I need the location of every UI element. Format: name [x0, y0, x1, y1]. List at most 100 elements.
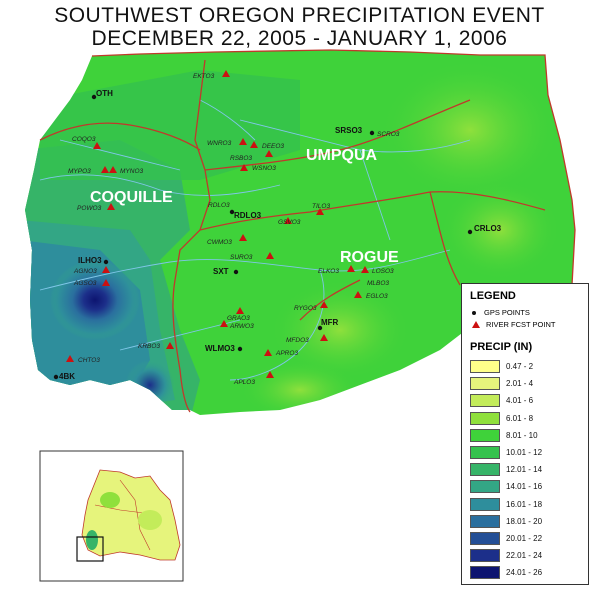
- river-point-marker: [266, 371, 274, 378]
- river-point-marker: [102, 279, 110, 286]
- river-point-label: POWO3: [77, 205, 102, 212]
- gps-point-label: ILHO3: [78, 256, 102, 265]
- river-point-label: APLO3: [233, 379, 255, 386]
- basin-label-coquille: COQUILLE: [90, 189, 173, 206]
- river-point-label: CWMO3: [207, 239, 232, 246]
- river-point-marker: [239, 138, 247, 145]
- river-point-label: GRAO3: [227, 315, 250, 322]
- gps-point-label: WLMO3: [205, 344, 235, 353]
- river-point-label: MLBO3: [367, 280, 389, 287]
- river-point-marker: [166, 342, 174, 349]
- river-point-marker: [93, 142, 101, 149]
- river-point-marker: [101, 166, 109, 173]
- legend-swatch: [470, 377, 500, 391]
- river-point-marker: [109, 166, 117, 173]
- gps-point-marker: [233, 269, 239, 275]
- legend-title: LEGEND: [470, 290, 516, 302]
- legend-class-label: 16.01 - 18: [506, 499, 543, 509]
- river-forecast-points: EKTO3 COQO3 MYPO3 MYNO3 POWO3 WNRO3 DEEO…: [66, 70, 400, 386]
- river-point-label: EGLO3: [366, 293, 388, 300]
- legend-class-label: 12.01 - 14: [506, 465, 543, 475]
- legend-class-label: 0.47 - 2: [506, 362, 534, 371]
- river-point-marker: [265, 150, 273, 157]
- basin-label-umpqua: UMPQUA: [306, 147, 378, 164]
- gps-point-label: RDLO3: [234, 211, 262, 220]
- legend-class-label: 6.01 - 8: [506, 413, 534, 423]
- river-point-label: AGNO3: [73, 268, 97, 275]
- gps-point-label: SRSO3: [335, 126, 363, 135]
- river-point-label: CHTO3: [78, 357, 100, 364]
- legend-swatch: [470, 549, 500, 563]
- map-title-line-1: SOUTHWEST OREGON PRECIPITATION EVENT: [54, 4, 545, 27]
- river-point-label: APRO3: [275, 350, 298, 357]
- legend-gps-row: GPS POINTS: [472, 308, 530, 317]
- river-point-label: RYGO3: [294, 305, 317, 312]
- river-point-label: SURO3: [230, 254, 253, 261]
- inset-extent-box: [76, 536, 104, 562]
- legend-swatch: [470, 480, 500, 494]
- gps-point-label: 4BK: [59, 372, 75, 381]
- river-point-label: KRBO3: [138, 343, 160, 350]
- rivers: [39, 99, 471, 381]
- inset-locator-map: [39, 450, 184, 582]
- legend-class-label: 8.01 - 10: [506, 430, 538, 440]
- river-point-marker: [102, 266, 110, 273]
- gps-point-marker: [317, 325, 323, 331]
- river-point-label: DEEO3: [262, 143, 284, 150]
- river-point-icon: [472, 321, 480, 328]
- river-point-label: MYNO3: [120, 168, 144, 175]
- river-point-label: WSNO3: [252, 165, 276, 172]
- gps-point-marker: [53, 374, 59, 380]
- river-point-label: RDLO3: [208, 202, 230, 209]
- legend-swatch: [470, 428, 500, 442]
- map-title-line-2: DECEMBER 22, 2005 - JANUARY 1, 2006: [91, 27, 508, 50]
- gps-point-marker: [229, 209, 235, 215]
- river-point-marker: [239, 234, 247, 241]
- legend-precip-title: PRECIP (IN): [470, 341, 533, 353]
- legend-gps-label: GPS POINTS: [484, 308, 530, 317]
- river-point-marker: [264, 349, 272, 356]
- river-point-marker: [316, 208, 324, 215]
- gps-point-marker: [369, 130, 375, 136]
- basin-label-rogue: ROGUE: [340, 249, 399, 266]
- river-point-label: EKTO3: [193, 73, 215, 80]
- legend-swatch: [470, 514, 500, 528]
- legend-class-label: 10.01 - 12: [506, 448, 543, 457]
- river-point-marker: [236, 307, 244, 314]
- legend-swatch: [470, 360, 500, 373]
- gps-point-label: SXT: [213, 267, 229, 276]
- river-point-label: AGSO3: [73, 280, 97, 287]
- gps-point-label: CRLO3: [474, 224, 502, 233]
- legend-class-label: 4.01 - 6: [506, 396, 534, 406]
- river-point-marker: [107, 203, 115, 210]
- legend: LEGEND GPS POINTS RIVER FCST POINT PRECI…: [461, 283, 589, 585]
- gps-point-icon: [472, 310, 476, 315]
- river-point-label: MYPO3: [68, 168, 91, 175]
- legend-class-label: 20.01 - 22: [506, 534, 543, 543]
- river-point-marker: [222, 70, 230, 77]
- legend-swatch: [470, 497, 500, 511]
- gps-points: OTH SRSO3 RDLO3 CRLO3 ILHO3 SXT MFR WLMO…: [53, 89, 502, 381]
- legend-river-row: RIVER FCST POINT: [472, 320, 555, 329]
- legend-swatch: [470, 411, 500, 425]
- river-point-marker: [250, 141, 258, 148]
- river-point-label: ELKO3: [318, 268, 339, 275]
- river-point-marker: [320, 301, 328, 308]
- river-point-label: RSBO3: [230, 155, 252, 162]
- river-point-label: LOSO3: [372, 268, 394, 275]
- gps-point-marker: [91, 94, 97, 100]
- gps-point-marker: [467, 229, 473, 235]
- legend-class-label: 14.01 - 16: [506, 482, 543, 492]
- river-point-marker: [220, 320, 228, 327]
- legend-class-label: 18.01 - 20: [506, 516, 543, 526]
- river-point-label: GSVO3: [278, 219, 301, 226]
- legend-swatch: [470, 463, 500, 477]
- river-point-marker: [66, 355, 74, 362]
- river-point-marker: [266, 252, 274, 259]
- legend-swatch: [470, 566, 500, 580]
- river-point-label: TILO3: [312, 203, 330, 210]
- legend-swatch: [470, 532, 500, 545]
- river-point-marker: [284, 217, 292, 224]
- river-point-marker: [361, 266, 369, 273]
